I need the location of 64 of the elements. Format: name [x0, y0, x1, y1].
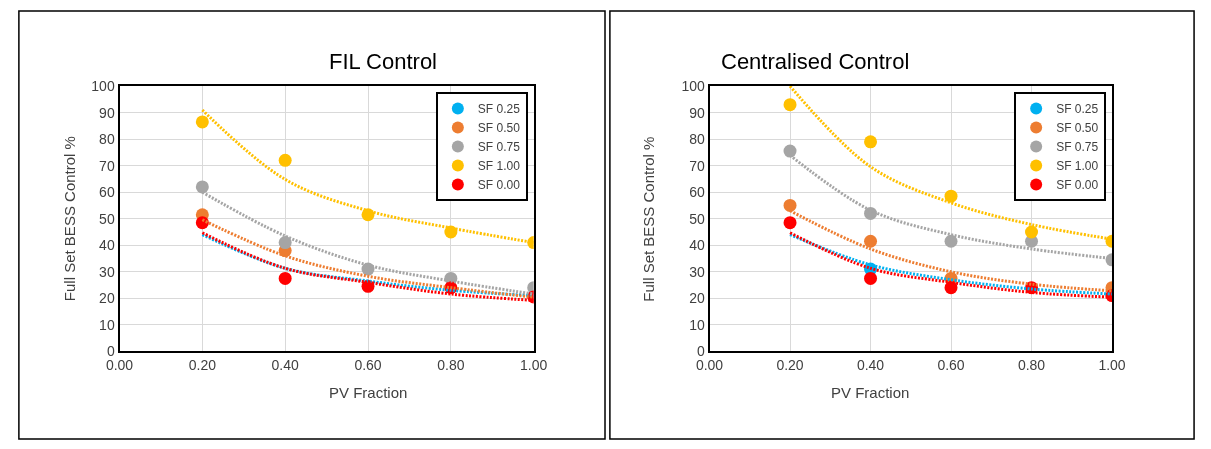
point	[783, 98, 797, 112]
legend-label: SF 1.00	[477, 159, 521, 174]
chart-title: Centralised Control	[721, 49, 910, 74]
y-tick-label: 10	[99, 316, 115, 333]
x-tick-label: 0.80	[437, 357, 465, 374]
point	[1025, 225, 1039, 239]
chart-title: FIL Control	[329, 49, 438, 74]
point	[783, 216, 797, 230]
y-tick-label: 70	[689, 157, 705, 174]
point	[864, 135, 878, 149]
y-tick-label: 60	[689, 184, 705, 201]
legend-label: SF 0.75	[1056, 140, 1099, 155]
legend-label: SF 0.50	[477, 121, 521, 136]
legend-label: SF 0.00	[1056, 178, 1099, 193]
x-tick-label: 0.60	[937, 357, 965, 374]
legend-label: SF 0.00	[477, 178, 521, 193]
point	[864, 271, 878, 285]
x-tick-label: 1.00	[520, 357, 548, 374]
y-axis-title: Full Set BESS Control %	[60, 136, 78, 302]
x-tick-label: 0.80	[1017, 357, 1046, 374]
y-axis-title: Full Set BESS Control %	[640, 136, 658, 302]
point	[278, 153, 292, 167]
y-tick-label: 80	[689, 131, 705, 148]
y-tick-label: 30	[99, 263, 115, 280]
legend-label: SF 0.50	[1056, 121, 1099, 136]
y-tick-label: 40	[99, 237, 115, 254]
legend-label: SF 0.25	[477, 102, 521, 117]
y-tick-label: 20	[689, 290, 705, 307]
y-tick-label: 80	[99, 131, 115, 148]
x-axis-title: PV Fraction	[831, 384, 910, 401]
x-tick-label: 0.20	[776, 357, 804, 374]
x-tick-label: 0.00	[695, 357, 724, 374]
y-tick-label: 20	[99, 290, 115, 307]
point	[278, 271, 292, 285]
point	[944, 189, 958, 203]
x-axis-title: PV Fraction	[329, 384, 408, 401]
point	[195, 115, 209, 129]
x-tick-label: 0.20	[188, 357, 217, 374]
x-tick-label: 0.40	[856, 357, 885, 374]
x-tick-label: 0.40	[271, 357, 300, 374]
y-tick-label: 0	[696, 343, 705, 360]
y-tick-label: 10	[689, 316, 705, 333]
y-tick-label: 0	[106, 343, 115, 360]
legend-label: SF 0.75	[477, 140, 521, 155]
point	[195, 180, 209, 194]
x-tick-label: 0.60	[354, 357, 382, 374]
y-tick-label: 50	[99, 210, 115, 227]
y-tick-label: 40	[689, 237, 705, 254]
y-tick-label: 70	[99, 157, 115, 174]
point	[944, 234, 958, 248]
x-tick-label: 0.00	[105, 357, 134, 374]
x-tick-label: 1.00	[1098, 357, 1126, 374]
y-tick-label: 100	[91, 78, 115, 95]
point	[864, 234, 878, 248]
point	[783, 198, 797, 212]
y-tick-label: 90	[689, 104, 705, 121]
y-tick-label: 90	[99, 104, 115, 121]
y-tick-label: 100	[681, 78, 705, 95]
y-tick-label: 50	[689, 210, 705, 227]
point	[278, 236, 292, 250]
y-tick-label: 30	[689, 263, 705, 280]
y-tick-label: 60	[99, 184, 115, 201]
legend-label: SF 1.00	[1056, 159, 1099, 174]
legend-label: SF 0.25	[1056, 102, 1099, 117]
